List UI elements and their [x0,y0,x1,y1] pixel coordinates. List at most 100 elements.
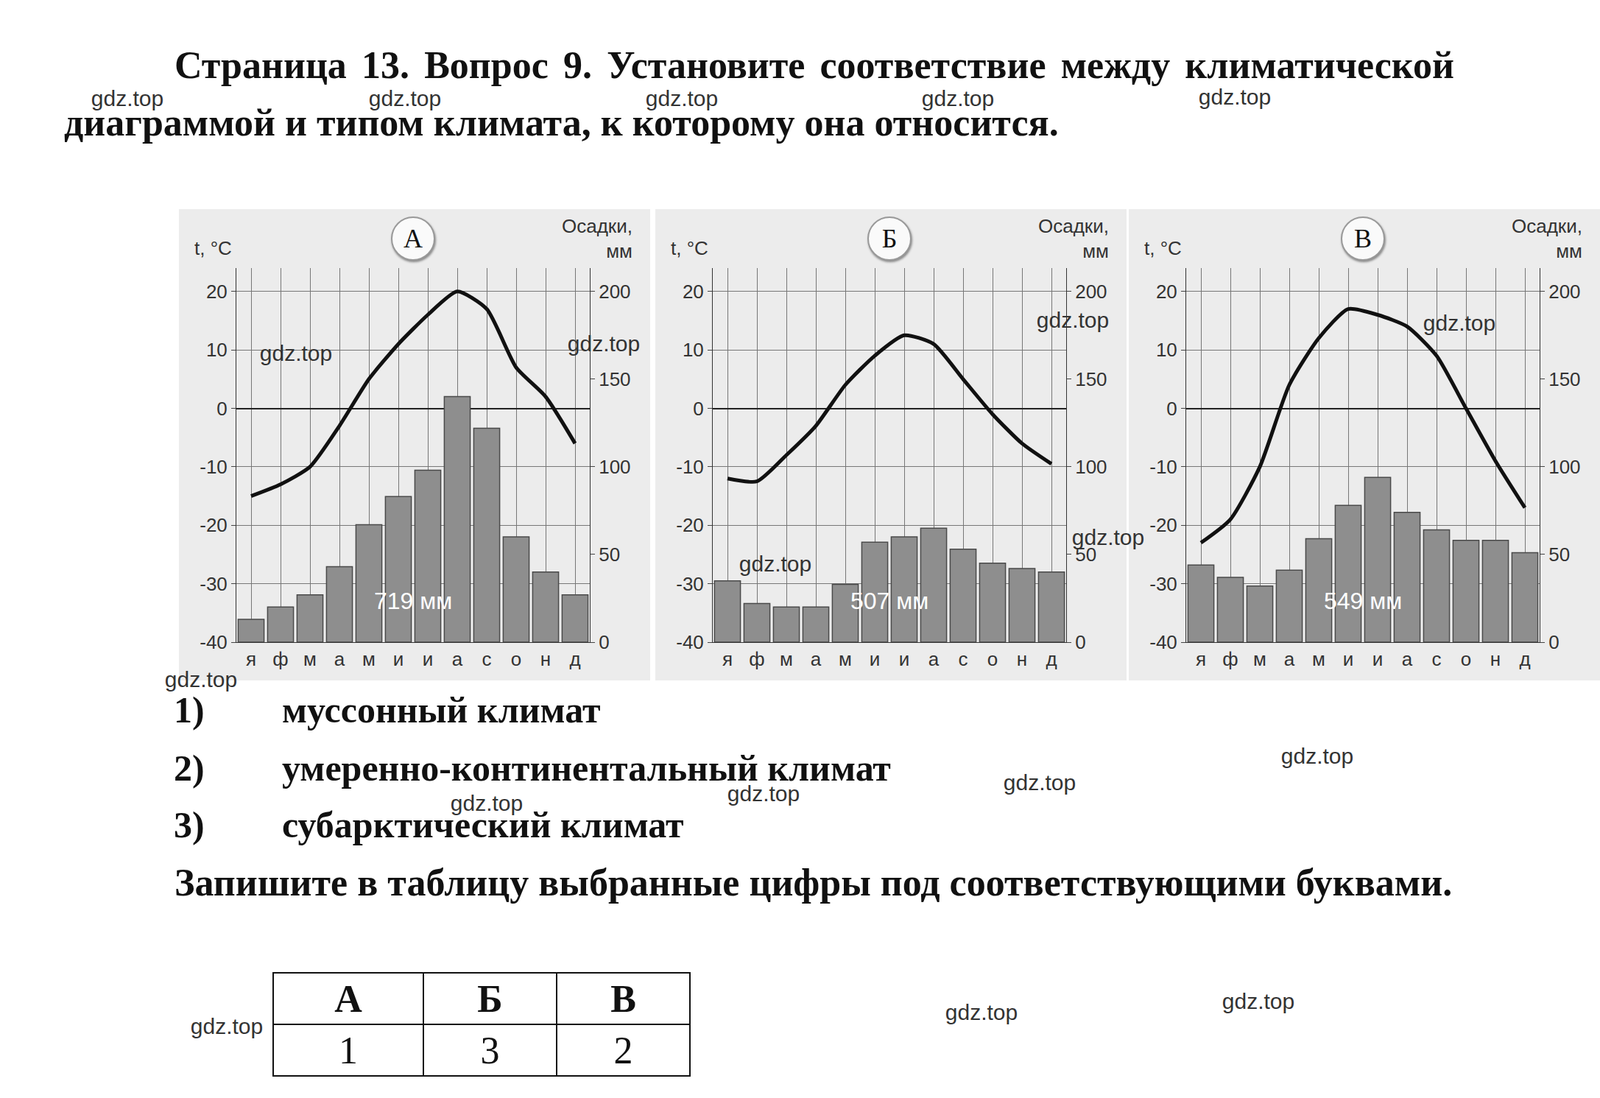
svg-text:ф: ф [748,647,765,671]
svg-text:и: и [869,647,881,671]
svg-text:а: а [810,647,822,671]
html-text:1): 1) [173,689,205,731]
svg-text:200: 200 [598,280,631,303]
svg-text:200: 200 [1075,280,1107,303]
svg-text:-30: -30 [675,572,704,595]
html-text:gdz.top: gdz.top [91,86,164,111]
svg-text:100: 100 [598,455,631,478]
svg-text:м: м [362,647,376,671]
svg-text:0: 0 [1166,397,1177,420]
svg-text:10: 10 [206,338,228,361]
html-text:gdz.top: gdz.top [1036,307,1110,333]
svg-text:t, °С: t, °С [194,237,232,260]
svg-text:я: я [245,647,257,671]
svg-text:о: о [510,647,522,671]
svg-text:я: я [722,647,733,671]
svg-text:а: а [334,647,346,671]
svg-text:20: 20 [206,280,228,303]
svg-text:50: 50 [1548,543,1570,566]
svg-text:10: 10 [1156,338,1178,361]
html-text:муссонный климат: муссонный климат [282,689,601,731]
svg-text:Осадки,мм: Осадки,мм [1038,215,1109,263]
html-text:Б: Б [477,977,503,1020]
svg-text:м: м [779,647,794,671]
svg-text:-10: -10 [1149,455,1178,478]
svg-text:100: 100 [1548,455,1581,478]
svg-text:я: я [1195,647,1207,671]
svg-text:150: 150 [598,368,631,391]
html-text:Страница 13. Вопрос 9. Установ: Страница 13. Вопрос 9. Установите соотве… [64,44,1455,144]
svg-text:с: с [482,647,492,671]
svg-text:-20: -20 [199,513,228,537]
svg-text:20: 20 [682,280,704,303]
svg-text:и: и [422,647,434,671]
svg-text:-40: -40 [675,631,704,654]
svg-text:д: д [1045,647,1057,671]
svg-text:-30: -30 [199,572,228,595]
svg-text:t, °С: t, °С [670,237,709,260]
svg-text:а: а [1284,647,1296,671]
html-text:gdz.top: gdz.top [945,999,1018,1025]
svg-text:-10: -10 [675,455,704,478]
svg-text:549 мм: 549 мм [1323,587,1402,615]
svg-text:а: а [928,647,940,671]
svg-text:м: м [1312,647,1326,671]
svg-text:ф: ф [272,647,288,671]
html-text:Запишите в таблицу выбранные ц: Запишите в таблицу выбранные цифры под с… [174,861,1453,904]
svg-text:-10: -10 [199,455,228,478]
svg-text:150: 150 [1075,368,1107,391]
svg-text:м: м [1253,647,1267,671]
html-text:умеренно-континентальный клима: умеренно-континентальный климат [282,747,891,789]
html-text:gdz.top: gdz.top [190,1013,264,1039]
svg-text:а: а [1401,647,1413,671]
svg-text:а: а [452,647,464,671]
svg-text:н: н [540,647,551,671]
html-text:gdz.top: gdz.top [1071,524,1145,550]
svg-text:и: и [1372,647,1384,671]
svg-text:с: с [1432,647,1442,671]
svg-text:о: о [1460,647,1472,671]
svg-text:о: о [987,647,998,671]
svg-text:д: д [569,647,581,671]
html-text:А: А [334,977,363,1020]
svg-text:Осадки,мм: Осадки,мм [561,215,633,263]
svg-text:-20: -20 [1149,513,1178,537]
html-text:В: В [610,977,637,1020]
html-text:2): 2) [173,747,205,789]
svg-text:и: и [899,647,911,671]
svg-text:200: 200 [1548,280,1581,303]
svg-text:-40: -40 [199,631,228,654]
svg-text:100: 100 [1075,455,1107,478]
html-text:субарктический климат: субарктический климат [282,804,684,846]
svg-text:0: 0 [216,397,227,420]
svg-text:ф: ф [1222,647,1238,671]
svg-text:719 мм: 719 мм [374,587,453,615]
svg-text:д: д [1519,647,1531,671]
svg-text:и: и [393,647,405,671]
html-text:gdz.top: gdz.top [1423,310,1496,336]
svg-text:150: 150 [1548,368,1581,391]
html-text:gdz.top: gdz.top [259,340,333,366]
svg-text:м: м [303,647,317,671]
svg-text:20: 20 [1156,280,1178,303]
html-text:3): 3) [173,804,205,846]
html-text:gdz.top: gdz.top [450,790,523,816]
svg-text:0: 0 [692,397,704,420]
svg-text:-30: -30 [1149,572,1178,595]
svg-text:м: м [838,647,852,671]
svg-text:10: 10 [682,338,704,361]
svg-text:-20: -20 [675,513,704,537]
svg-text:н: н [1490,647,1501,671]
svg-text:и: и [1343,647,1355,671]
html-text:gdz.top: gdz.top [1222,988,1295,1014]
svg-text:-40: -40 [1149,631,1178,654]
svg-text:Осадки,мм: Осадки,мм [1511,215,1583,263]
svg-text:507 мм: 507 мм [850,587,929,615]
svg-text:0: 0 [1075,631,1086,654]
svg-text:с: с [958,647,969,671]
svg-text:0: 0 [598,631,609,654]
svg-text:0: 0 [1548,631,1559,654]
svg-text:t, °С: t, °С [1144,237,1182,260]
svg-text:н: н [1016,647,1028,671]
svg-text:50: 50 [598,543,620,566]
